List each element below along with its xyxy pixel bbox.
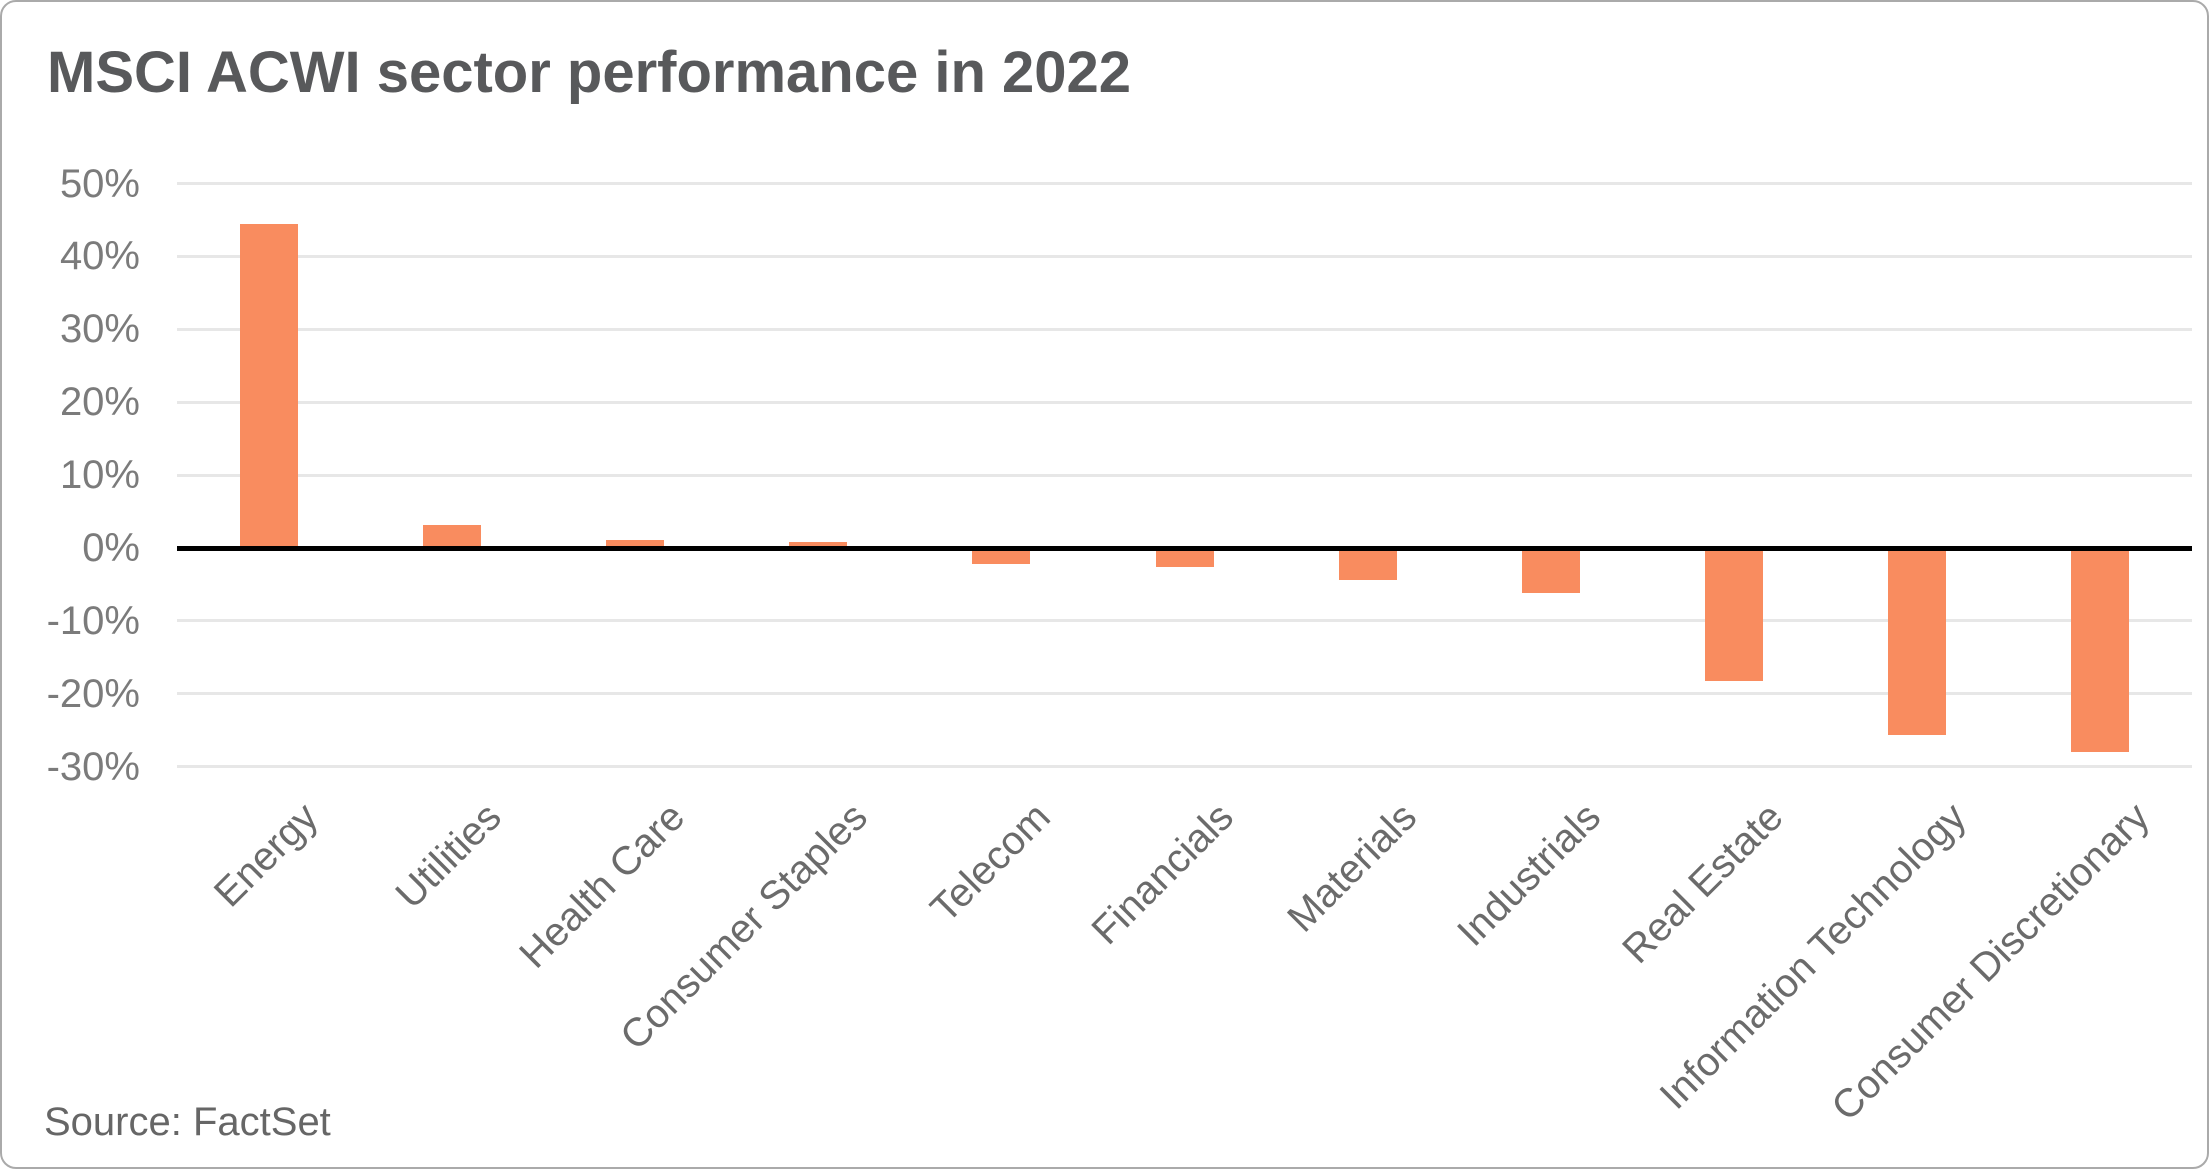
x-axis-label-industrials: Industrials [1448, 794, 1609, 955]
source-note: Source: FactSet [44, 1100, 331, 1144]
x-axis-label-information-technology: Information Technology [1652, 794, 1976, 1118]
gridline [177, 692, 2192, 696]
y-axis-tick-label: -10% [46, 598, 140, 643]
y-axis-tick-label: 0% [82, 526, 140, 570]
x-axis-label-telecom: Telecom [922, 794, 1060, 932]
chart-title: MSCI ACWI sector performance in 2022 [47, 40, 1132, 105]
bar-telecom [972, 548, 1031, 565]
bar-consumer-staples [789, 542, 848, 548]
bar-financials [1155, 548, 1214, 567]
x-axis-label-consumer-discretionary: Consumer Discretionary [1823, 794, 2159, 1130]
x-axis-label-financials: Financials [1083, 794, 1243, 954]
x-axis-label-utilities: Utilities [387, 794, 510, 917]
x-axis-label-energy: Energy [205, 794, 327, 916]
gridline [177, 765, 2192, 769]
x-axis-label-health-care: Health Care [510, 794, 693, 977]
gridline [177, 254, 2192, 258]
y-axis-tick-label: -30% [46, 744, 140, 789]
y-axis-tick-label: -20% [46, 671, 140, 716]
gridline [177, 473, 2192, 477]
y-axis-tick-label: 40% [59, 234, 140, 279]
gridline [177, 619, 2192, 623]
y-axis-tick-label: 50% [59, 161, 140, 206]
bar-information-technology [1888, 548, 1947, 736]
gridline [177, 327, 2192, 331]
gridline [177, 400, 2192, 404]
bar-health-care [605, 539, 664, 548]
bar-utilities [422, 524, 481, 548]
y-axis-tick-label: 30% [59, 307, 140, 352]
x-axis-label-materials: Materials [1279, 794, 1426, 941]
zero-axis-line [177, 545, 2192, 551]
bar-consumer-discretionary [2071, 548, 2130, 753]
bar-energy [239, 223, 298, 548]
x-axis-label-real-estate: Real Estate [1614, 794, 1792, 973]
bar-industrials [1521, 548, 1580, 594]
bar-real-estate [1705, 548, 1764, 681]
y-axis-tick-label: 20% [59, 380, 140, 425]
bar-materials [1338, 548, 1397, 581]
gridline [177, 182, 2192, 185]
y-axis-tick-label: 10% [59, 453, 140, 498]
